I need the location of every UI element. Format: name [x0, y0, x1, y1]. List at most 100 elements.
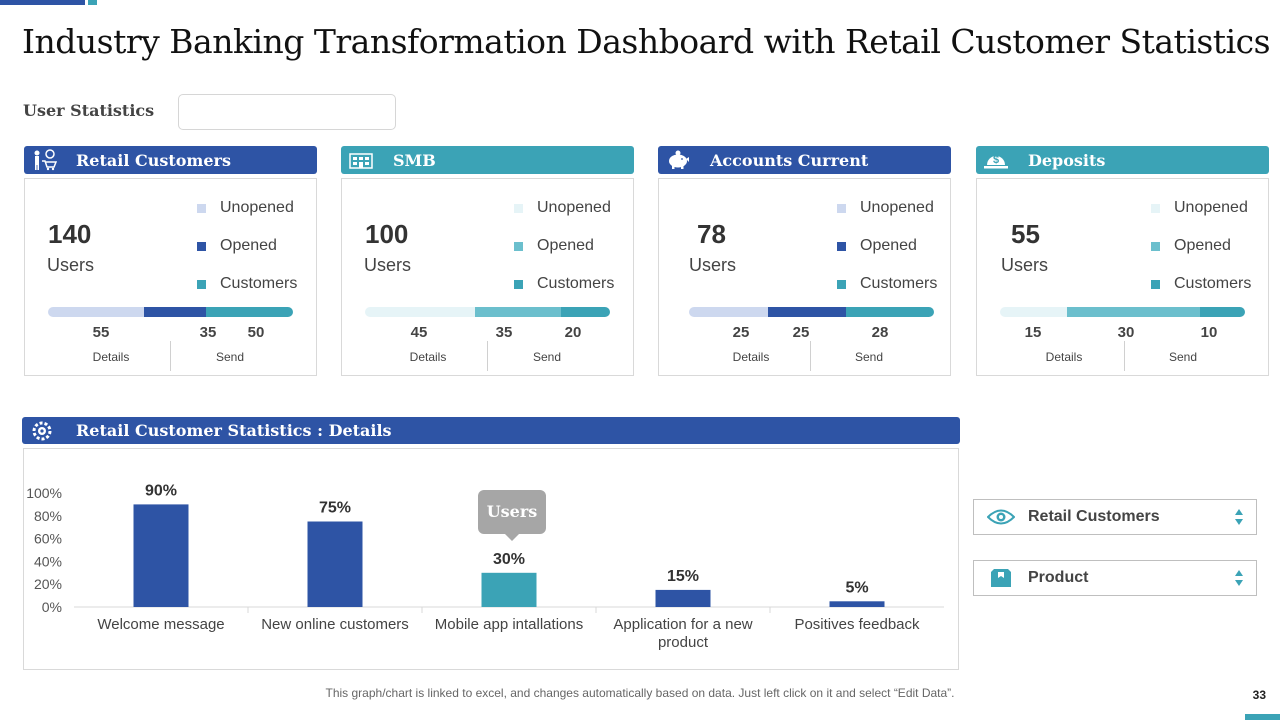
progress-bar [689, 307, 934, 317]
card-body: 78 Users Unopened Opened Customers 25 25… [658, 178, 951, 376]
send-label: Send [854, 350, 884, 364]
y-tick-label: 40% [34, 553, 62, 569]
users-label: Users [1001, 255, 1049, 275]
legend-swatch [1151, 279, 1160, 289]
legend-swatch [837, 241, 846, 251]
legend-swatch [837, 279, 846, 289]
legend: Unopened Opened Customers [837, 189, 937, 303]
user-count: 100 [365, 219, 409, 249]
data-label: 5% [845, 579, 868, 596]
legend-item: Customers [197, 265, 297, 303]
progress-segment-customers [846, 307, 934, 317]
data-label: 75% [319, 500, 351, 517]
progress-segment-customers [1200, 307, 1245, 317]
details-label: Details [1045, 350, 1083, 364]
legend-item: Unopened [837, 189, 937, 227]
category-label: Mobile app intallations [435, 616, 583, 633]
progress-segment-opened [767, 307, 847, 317]
legend-label: Opened [860, 237, 917, 254]
progress-bar [48, 307, 293, 317]
users-label: Users [364, 255, 412, 275]
data-label: 90% [145, 482, 177, 499]
legend-label: Customers [1174, 275, 1252, 292]
legend-label: Customers [860, 275, 938, 292]
card-smb: SMB 100 Users Unopened Opened Customers … [341, 146, 634, 376]
divider [810, 341, 811, 371]
top-accent-bar [0, 0, 85, 5]
legend: Unopened Opened Customers [197, 189, 297, 303]
segment-value: 30 [1117, 324, 1135, 341]
user-count: 78 [697, 219, 726, 249]
users-callout: Users [478, 490, 546, 541]
card-header: $ Deposits [976, 146, 1269, 174]
segment-value: 55 [92, 324, 110, 341]
details-label: Details [92, 350, 130, 364]
card-header: SMB [341, 146, 634, 174]
product-selector[interactable]: Product [973, 560, 1257, 596]
legend-swatch [514, 279, 523, 289]
card-body: 100 Users Unopened Opened Customers 45 3… [341, 178, 634, 376]
segment-value: 28 [871, 324, 889, 341]
progress-bar [1000, 307, 1245, 317]
category-label: Positives feedback [794, 616, 920, 633]
y-tick-label: 100% [26, 485, 62, 501]
legend-swatch [514, 203, 523, 213]
bar [829, 601, 885, 607]
progress-segment-opened [144, 307, 206, 317]
bottom-accent-bar [1245, 714, 1280, 720]
details-header: Retail Customer Statistics : Details [22, 417, 960, 444]
segment-value: 50 [247, 324, 265, 341]
card-body: 55 Users Unopened Opened Customers 15 30… [976, 178, 1269, 376]
money-deposit-icon: $ [976, 146, 1016, 174]
up-down-arrows-icon[interactable] [1222, 569, 1256, 587]
segment-value: 20 [564, 324, 582, 341]
segment-value: 35 [199, 324, 217, 341]
legend-item: Unopened [197, 189, 297, 227]
divider [487, 341, 488, 371]
y-tick-label: 80% [34, 508, 62, 524]
legend-item: Customers [1151, 265, 1251, 303]
y-tick-label: 60% [34, 531, 62, 547]
chart-panel: 0% 20% 40% 60% 80% 100% 90% Welcome message 75% N… [23, 448, 959, 670]
product-box-icon [974, 568, 1028, 588]
y-tick-label: 0% [42, 599, 62, 615]
legend: Unopened Opened Customers [514, 189, 614, 303]
legend-label: Opened [1174, 237, 1231, 254]
legend-item: Opened [514, 227, 614, 265]
details-label: Details [732, 350, 770, 364]
bar-chart: 0% 20% 40% 60% 80% 100% 90% Welcome message 75% N… [26, 482, 944, 651]
legend-swatch [1151, 241, 1160, 251]
svg-text:$: $ [993, 154, 999, 166]
top-accent-bar-small [88, 0, 97, 5]
up-down-arrows-icon[interactable] [1222, 508, 1256, 526]
progress-segment-unopened [48, 307, 145, 317]
legend-swatch [197, 241, 206, 251]
segment-value: 45 [410, 324, 428, 341]
retail-customers-selector[interactable]: Retail Customers [973, 499, 1257, 535]
bar [307, 521, 363, 607]
legend-swatch [197, 279, 206, 289]
selector-label: Product [1028, 569, 1089, 586]
legend-item: Unopened [514, 189, 614, 227]
progress-segment-opened [475, 307, 561, 317]
divider [170, 341, 171, 371]
card-accounts-current: Accounts Current 78 Users Unopened Opene… [658, 146, 951, 376]
card-header: Retail Customers [24, 146, 317, 174]
users-label: Users [689, 255, 737, 275]
y-tick-label: 20% [34, 576, 62, 592]
progress-segment-unopened [1000, 307, 1067, 317]
data-label: 15% [667, 568, 699, 585]
legend-item: Unopened [1151, 189, 1251, 227]
user-statistics-input[interactable] [178, 94, 396, 130]
category-label: product [658, 634, 709, 651]
legend-label: Opened [537, 237, 594, 254]
progress-segment-customers [561, 307, 610, 317]
legend-swatch [1151, 203, 1160, 213]
settings-gear-icon [22, 420, 62, 442]
customer-shopping-icon [24, 146, 64, 174]
legend-label: Unopened [1174, 199, 1248, 216]
send-label: Send [1168, 350, 1198, 364]
page-number: 33 [1252, 688, 1266, 702]
progress-segment-unopened [365, 307, 476, 317]
legend-label: Unopened [860, 199, 934, 216]
